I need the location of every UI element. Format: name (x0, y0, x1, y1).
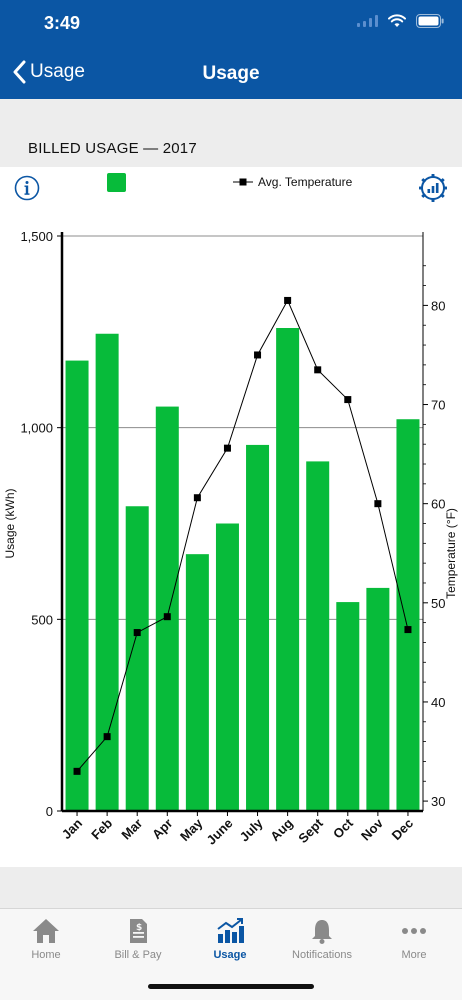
chart-settings-icon[interactable] (418, 173, 448, 203)
usage-bar-oct (336, 602, 360, 811)
tab-home[interactable]: Home (0, 909, 92, 969)
signal-icon (357, 15, 378, 27)
usage-bar-jan (65, 360, 89, 811)
section-title: BILLED USAGE — 2017 (28, 140, 197, 157)
legend-temperature-label: Avg. Temperature (258, 175, 353, 189)
y2-tick-label: 40 (431, 695, 445, 710)
house-icon (33, 919, 59, 943)
x-tick-label-mar: Mar (118, 816, 145, 843)
legend-line-marker-icon (233, 178, 253, 186)
usage-bar-sept (306, 461, 330, 811)
x-tick-label-aug: Aug (267, 815, 296, 844)
temperature-point-june (223, 444, 231, 452)
x-tick-label-apr: Apr (149, 816, 175, 842)
temperature-point-aug (284, 296, 292, 304)
chevron-left-icon (13, 60, 26, 84)
y-tick-label: 1,000 (20, 421, 53, 436)
usage-bar-dec (396, 419, 420, 811)
usage-chart-icon (217, 918, 244, 943)
x-tick-label-sept: Sept (295, 815, 326, 846)
temperature-point-nov (374, 500, 382, 508)
y2-tick-label: 70 (431, 398, 445, 413)
legend-usage-swatch (107, 173, 126, 192)
y2-tick-label: 30 (431, 794, 445, 809)
bill-icon: $ (130, 919, 147, 943)
temperature-point-oct (344, 396, 352, 404)
y2-tick-label: 60 (431, 497, 445, 512)
status-time: 3:49 (44, 13, 81, 33)
svg-text:$: $ (136, 923, 142, 933)
x-tick-label-oct: Oct (330, 815, 356, 841)
usage-bar-apr (155, 406, 179, 811)
legend-temperature: Avg. Temperature (233, 175, 352, 189)
x-tick-label-dec: Dec (389, 816, 416, 843)
temperature-point-july (254, 351, 262, 359)
usage-chart: 0 500 1,000 1,500 30 40 50 60 70 80 Usage (kWh) Tem… (3, 229, 458, 848)
page-title: Usage (202, 63, 260, 84)
temperature-point-feb (103, 733, 111, 741)
tab-bill-pay-label: Bill & Pay (114, 949, 162, 961)
tab-usage[interactable]: Usage (184, 909, 276, 969)
usage-bar-may (185, 554, 209, 811)
y-axis-title: Usage (kWh) (3, 488, 17, 558)
status-icons (357, 14, 444, 28)
x-tick-label-july: July (237, 815, 267, 845)
usage-bar-mar (125, 506, 149, 811)
tab-notifications[interactable]: Notifications (276, 909, 368, 969)
y-tick-label: 0 (46, 804, 53, 819)
temperature-point-sept (314, 366, 322, 374)
y-tick-label: 500 (31, 612, 53, 627)
app-header: 3:49 Usage Usage (0, 0, 462, 99)
x-tick-label-feb: Feb (88, 815, 115, 842)
usage-bar-feb (95, 333, 119, 811)
tab-home-label: Home (31, 949, 61, 961)
temperature-point-dec (404, 626, 412, 634)
y2-axis-title: Temperature (°F) (444, 508, 458, 599)
wifi-icon (388, 14, 406, 27)
y-tick-label: 1,500 (20, 229, 53, 244)
back-button[interactable]: Usage (12, 60, 85, 84)
usage-bar-june (215, 523, 239, 811)
bell-icon (312, 920, 332, 944)
y2-tick-label: 50 (431, 596, 445, 611)
info-icon[interactable] (14, 175, 40, 201)
tab-more[interactable]: More (368, 909, 460, 969)
temperature-point-apr (163, 613, 171, 621)
tab-notifications-label: Notifications (292, 949, 352, 961)
temperature-point-mar (133, 629, 141, 637)
temperature-line (76, 299, 409, 772)
temperature-point-jan (73, 767, 81, 775)
temperature-point-may (193, 494, 201, 502)
usage-bar-aug (276, 328, 300, 811)
tab-bill-pay[interactable]: $ Bill & Pay (92, 909, 184, 969)
tab-usage-label: Usage (213, 949, 247, 961)
x-tick-label-june: June (204, 816, 236, 848)
x-tick-label-may: May (177, 815, 206, 844)
battery-icon (416, 14, 444, 28)
x-tick-label-jan: Jan (59, 815, 85, 841)
tab-more-label: More (401, 949, 427, 961)
usage-bar-nov (366, 587, 390, 811)
back-label: Usage (30, 61, 85, 82)
home-indicator (148, 984, 314, 989)
usage-bar-july (246, 444, 270, 811)
ellipsis-icon (402, 928, 426, 934)
x-tick-label-nov: Nov (358, 815, 387, 844)
y2-tick-label: 80 (431, 298, 445, 313)
